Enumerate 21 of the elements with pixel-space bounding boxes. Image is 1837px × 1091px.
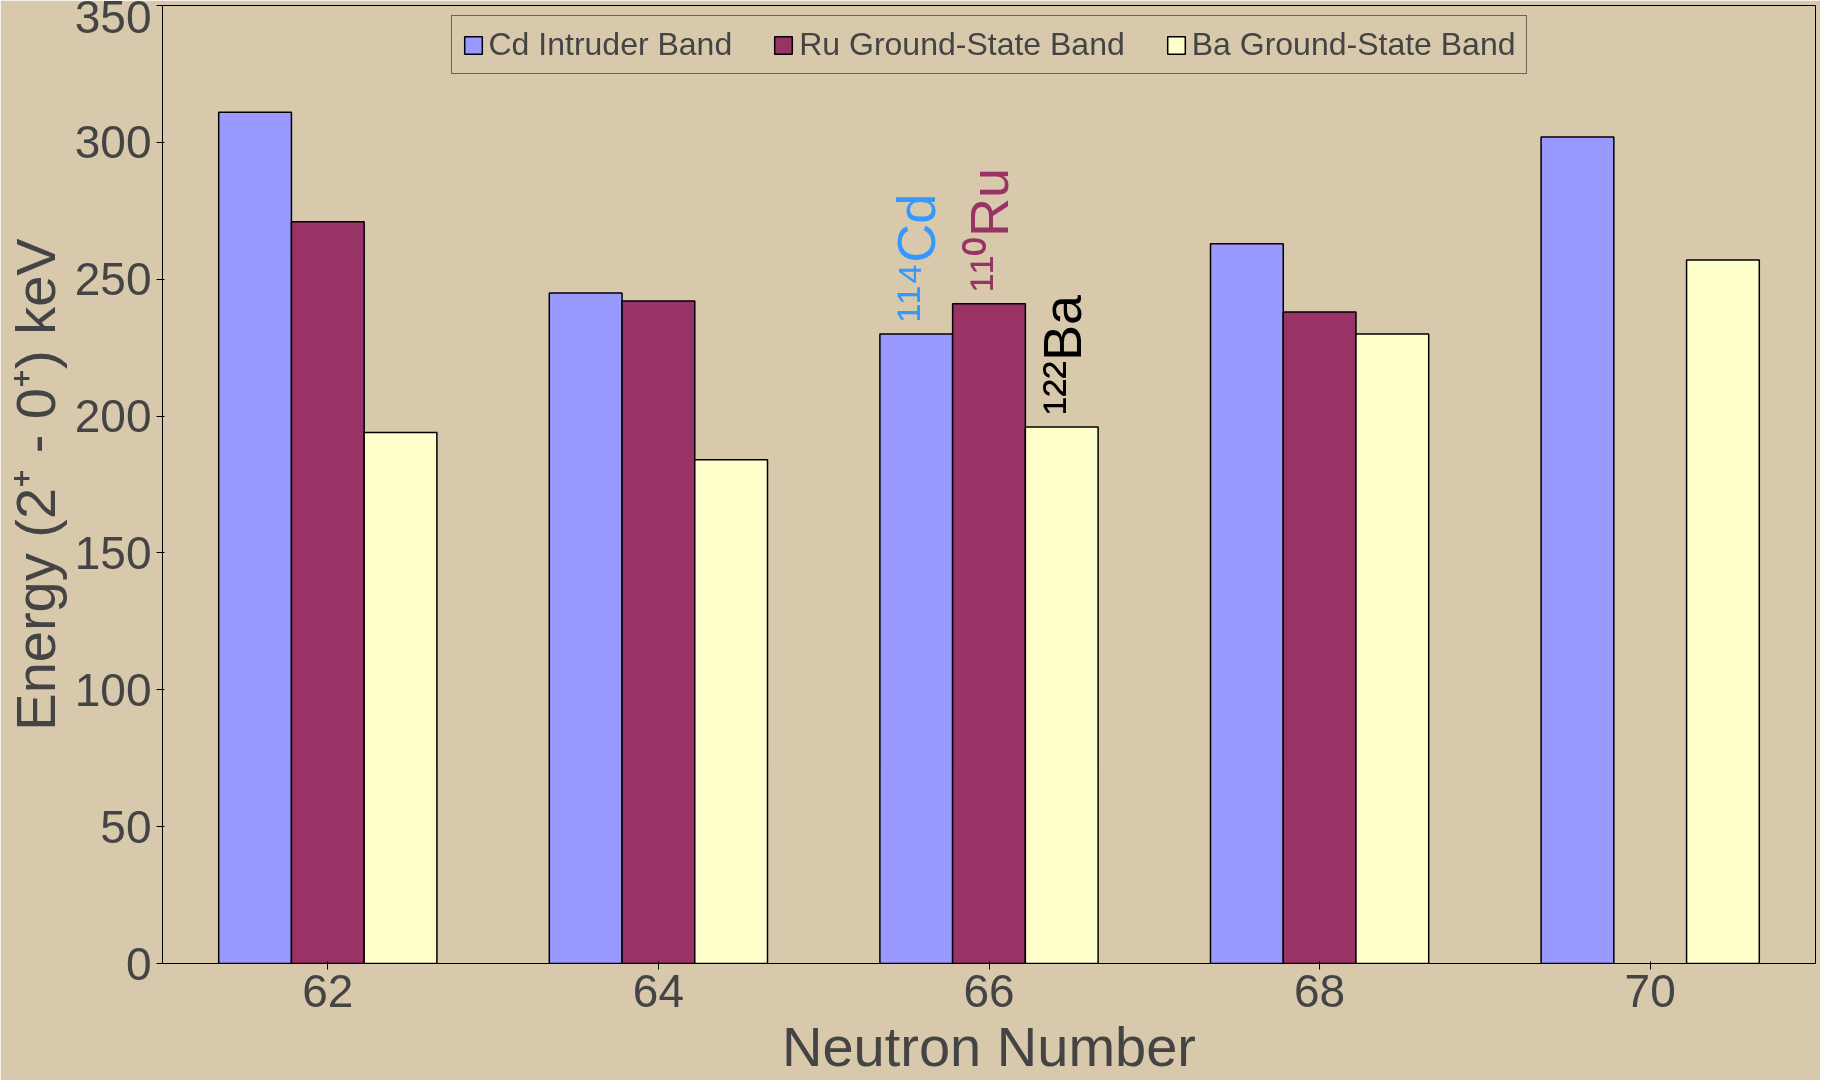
x-axis-title: Neutron Number: [782, 1014, 1196, 1078]
annotation: ¹²²Ba: [1031, 294, 1092, 416]
x-tick-label: 66: [963, 964, 1015, 1017]
y-tick-label: 100: [74, 663, 152, 716]
x-tick-label: 64: [632, 964, 684, 1017]
y-tick-label: 50: [100, 800, 152, 853]
legend-label: Ru Ground-State Band: [799, 26, 1125, 63]
legend-label: Ba Ground-State Band: [1191, 26, 1516, 63]
y-tick-label: 150: [74, 526, 152, 579]
y-tick-label: 200: [74, 390, 152, 443]
y-tick-label: 350: [74, 0, 152, 43]
y-tick-label: 300: [74, 116, 152, 169]
y-tick-label: 0: [125, 937, 152, 990]
annotation: ¹¹⁰Ru: [959, 167, 1019, 292]
y-axis-title: Energy (2⁺ - 0⁺) keV: [3, 237, 67, 731]
x-tick-label: 62: [302, 964, 354, 1017]
legend-label: Cd Intruder Band: [488, 26, 733, 63]
x-tick-label: 68: [1294, 964, 1346, 1017]
x-tick-label: 70: [1624, 964, 1676, 1017]
annotation: ¹¹⁴Cd: [886, 193, 947, 322]
y-tick-label: 250: [74, 253, 152, 306]
